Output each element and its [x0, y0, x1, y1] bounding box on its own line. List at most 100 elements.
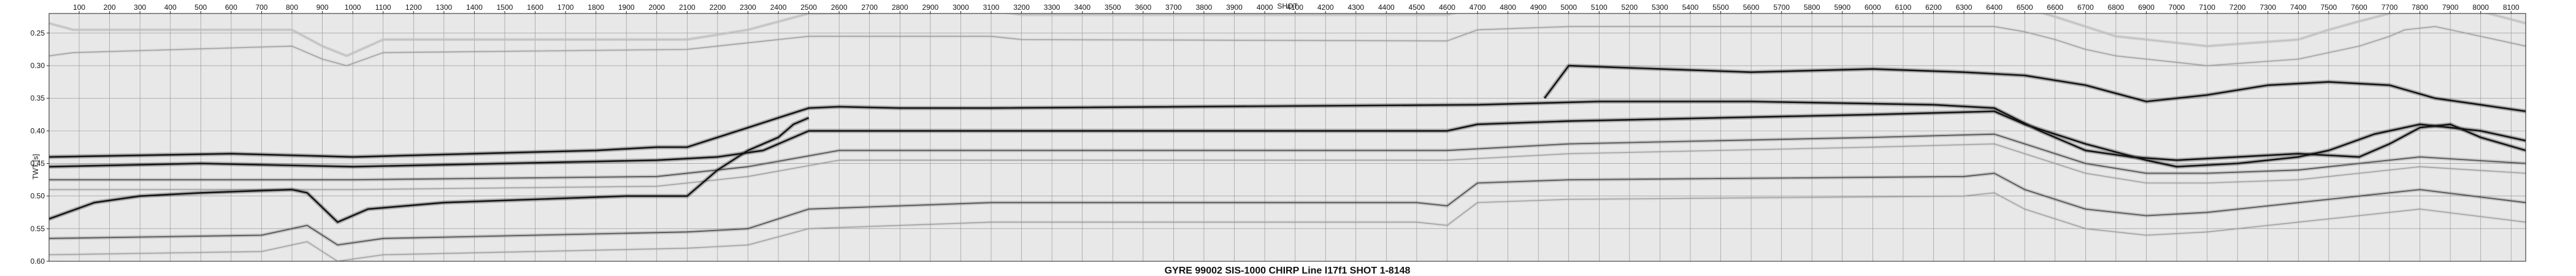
x-tick-label: 8100	[2503, 3, 2520, 12]
reflector-line	[49, 26, 2526, 66]
x-tick-label: 4700	[1470, 3, 1486, 12]
x-tick-label: 1400	[466, 3, 483, 12]
x-tick-label: 100	[73, 3, 85, 12]
y-axis-label: TWT [s]	[31, 154, 40, 180]
x-tick-label: 5700	[1773, 3, 1790, 12]
y-tick-label: 0.30	[31, 61, 45, 70]
x-tick-label: 4600	[1439, 3, 1455, 12]
reflector-line	[49, 110, 2526, 168]
y-tick-label: 0.55	[31, 224, 45, 233]
x-tick-label: 4500	[1409, 3, 1425, 12]
x-tick-label: 2000	[648, 3, 665, 12]
reflector-line	[49, 13, 2526, 56]
x-tick-label: 7300	[2260, 3, 2276, 12]
x-tick-label: 4400	[1378, 3, 1395, 12]
x-tick-label: 1900	[618, 3, 635, 12]
x-tick-label: 2100	[679, 3, 696, 12]
figure-caption: GYRE 99002 SIS-1000 CHIRP Line l17f1 SHO…	[1165, 266, 1411, 276]
x-tick-label: 1700	[558, 3, 574, 12]
y-tick-label: 0.45	[31, 159, 45, 168]
plot-area	[49, 13, 2526, 261]
y-tick-label: 0.50	[31, 192, 45, 201]
x-tick-label: 5800	[1804, 3, 1820, 12]
x-tick-label: 500	[194, 3, 207, 12]
x-tick-label: 400	[164, 3, 177, 12]
x-tick-label: 4300	[1347, 3, 1364, 12]
x-tick-label: 900	[316, 3, 329, 12]
x-tick-labels: 100 200 300 400 500 600 700 800 900 1000 1100 1200 1…	[73, 3, 2520, 13]
y-tick-label: 0.40	[31, 126, 45, 135]
x-tick-label: 3500	[1105, 3, 1121, 12]
x-tick-label: 6700	[2077, 3, 2094, 12]
x-tick-label: 6900	[2138, 3, 2155, 12]
x-tick-label: 2900	[922, 3, 939, 12]
x-tick-label: 7100	[2199, 3, 2215, 12]
x-tick-label: 3100	[983, 3, 1000, 12]
x-tick-label: 7500	[2320, 3, 2337, 12]
x-tick-label: 200	[104, 3, 116, 12]
x-tick-label: 6400	[1986, 3, 2003, 12]
x-tick-label: 5100	[1591, 3, 1608, 12]
x-tick-label: 4200	[1317, 3, 1334, 12]
reflector-line	[49, 101, 2526, 161]
x-tick-label: 1200	[405, 3, 422, 12]
x-tick-label: 2400	[770, 3, 787, 12]
x-tick-label: 5400	[1682, 3, 1699, 12]
reflector-line	[49, 143, 2526, 190]
x-tick-label: 5000	[1560, 3, 1577, 12]
x-tick-label: 2600	[831, 3, 848, 12]
y-tick-label: 0.25	[31, 29, 45, 37]
x-tick-label: 4100	[1287, 3, 1303, 12]
x-tick-label: 1500	[497, 3, 513, 12]
x-tick-label: 7800	[2412, 3, 2428, 12]
reflector-line	[49, 192, 2526, 261]
x-tick-label: 1000	[345, 3, 361, 12]
x-tick-label: 2800	[892, 3, 908, 12]
x-tick-label: 6000	[1865, 3, 1881, 12]
plot-frame	[48, 13, 2526, 262]
x-tick-label: 3200	[1013, 3, 1030, 12]
x-tick-label: 5500	[1712, 3, 1729, 12]
x-tick-label: 7900	[2442, 3, 2459, 12]
x-tick-label: 800	[286, 3, 298, 12]
x-tick-label: 7700	[2382, 3, 2398, 12]
x-tick-label: 4900	[1530, 3, 1547, 12]
x-tick-label: 6100	[1895, 3, 1912, 12]
y-tick-label: 0.60	[31, 257, 45, 266]
x-tick-label: 3800	[1196, 3, 1213, 12]
x-tick-label: 5600	[1743, 3, 1760, 12]
x-tick-label: 7200	[2229, 3, 2246, 12]
x-tick-label: 2500	[800, 3, 817, 12]
x-tick-label: 6200	[1925, 3, 1942, 12]
x-tick-label: 5900	[1834, 3, 1850, 12]
x-tick-label: 600	[225, 3, 237, 12]
reflector-line	[49, 117, 810, 223]
x-tick-label: 1100	[375, 3, 391, 12]
x-tick-label: 3400	[1074, 3, 1091, 12]
y-tick-label: 0.35	[31, 94, 45, 102]
x-tick-label: 6300	[1956, 3, 1972, 12]
x-tick-label: 1800	[588, 3, 604, 12]
x-tick-label: 7000	[2169, 3, 2185, 12]
x-tick-label: 300	[134, 3, 146, 12]
x-tick-label: 4800	[1500, 3, 1516, 12]
x-tick-label: 1300	[435, 3, 452, 12]
reflector-line	[1544, 64, 2526, 112]
x-tick-label: 3000	[953, 3, 969, 12]
x-tick-label: 6500	[2017, 3, 2033, 12]
x-tick-label: 2200	[710, 3, 726, 12]
x-tick-label: 5200	[1621, 3, 1638, 12]
x-tick-label: 3300	[1044, 3, 1060, 12]
x-tick-label: 3900	[1226, 3, 1243, 12]
x-tick-label: 2300	[740, 3, 756, 12]
x-tick-label: 2700	[861, 3, 878, 12]
x-tick-label: 5300	[1652, 3, 1668, 12]
y-axis-title: TWT [s]	[31, 154, 40, 180]
x-tick-label: 6600	[2047, 3, 2063, 12]
reflector-bands	[49, 13, 2526, 261]
x-tick-label: 6800	[2108, 3, 2125, 12]
x-tick-label: 3700	[1165, 3, 1182, 12]
x-tick-label: 1600	[527, 3, 543, 12]
reflector-line	[49, 172, 2526, 246]
